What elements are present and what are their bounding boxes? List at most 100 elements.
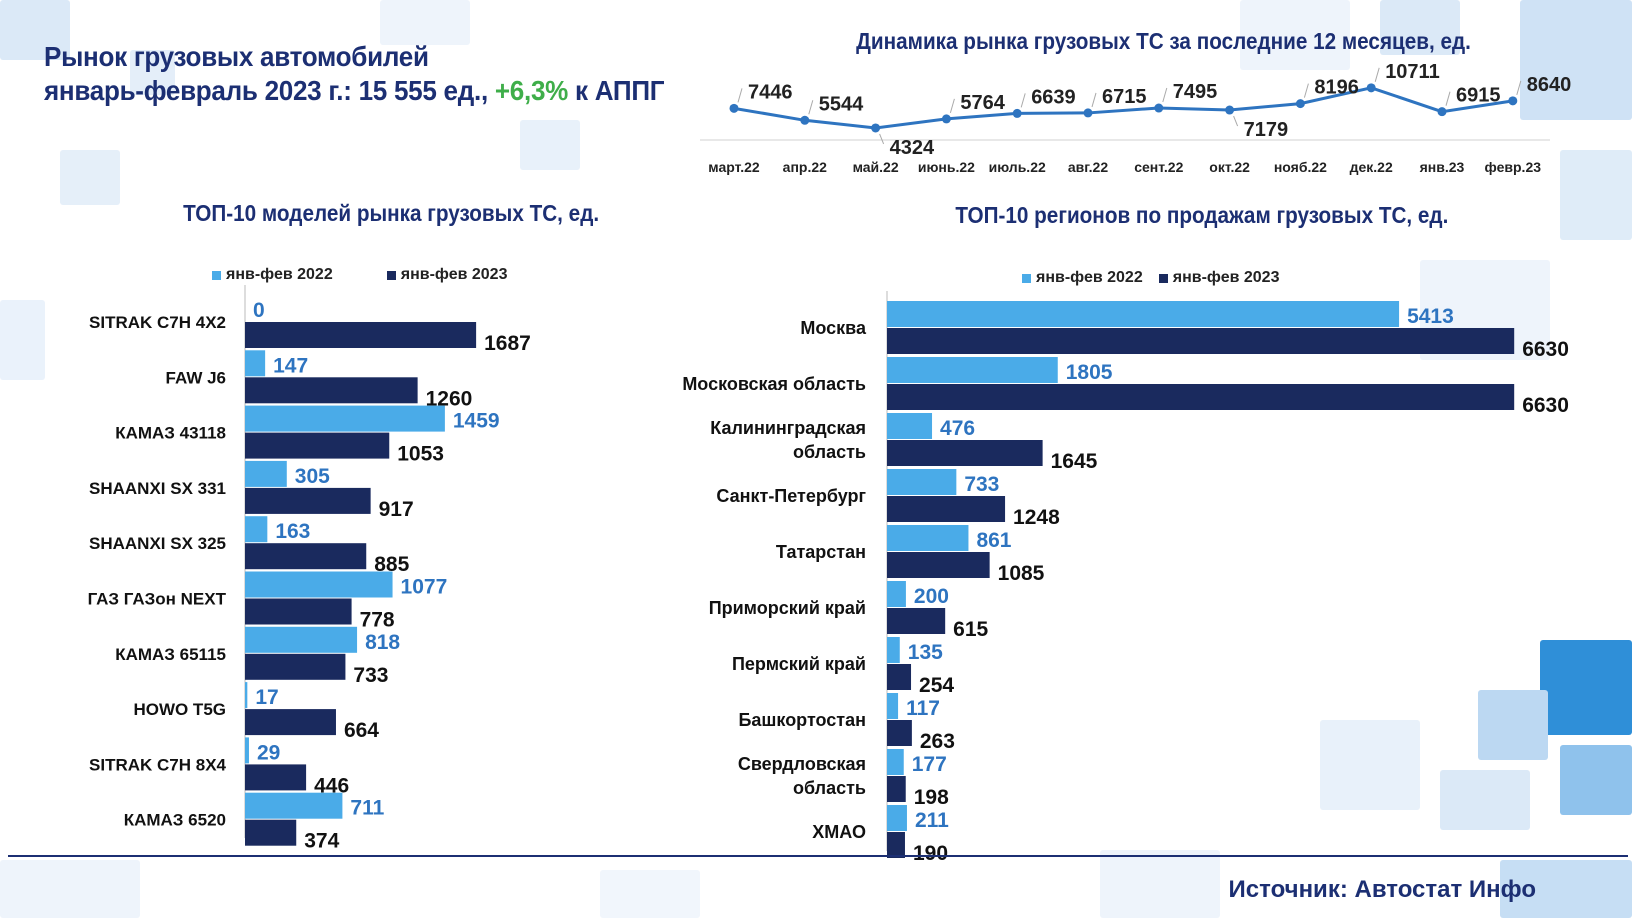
bar-2023	[887, 552, 990, 578]
bar-2022	[245, 571, 393, 598]
models-chart-title: ТОП-10 моделей рынка грузовых ТС, ед.	[183, 200, 600, 226]
data-label: 8640	[1527, 74, 1572, 96]
label-leader	[1091, 92, 1097, 108]
bar-2023	[887, 496, 1006, 522]
bar-2022	[887, 357, 1058, 383]
bar-2023-label: 664	[344, 719, 379, 742]
x-tick-label: апр.22	[783, 159, 827, 175]
category-label: Свердловская	[738, 754, 866, 774]
data-point	[1012, 108, 1022, 118]
category-label: ГАЗ ГАЗон NEXT	[88, 590, 227, 609]
bar-2023	[245, 819, 297, 846]
data-label: 4324	[890, 137, 935, 159]
bar-2023-label: 190	[913, 842, 948, 865]
bar-2023	[245, 598, 352, 625]
legend-swatch-2022	[1022, 273, 1031, 283]
bar-2023	[245, 543, 367, 570]
bar-2022-label: 177	[912, 753, 947, 776]
x-tick-label: февр.23	[1485, 159, 1542, 175]
label-leader	[1445, 91, 1451, 106]
bar-2022-label: 163	[275, 520, 310, 543]
data-label: 5544	[819, 93, 864, 115]
bar-2022	[887, 637, 900, 663]
bar-2023-label: 917	[379, 498, 414, 521]
label-leader	[1374, 67, 1380, 82]
bar-2022-label: 1077	[401, 576, 448, 599]
category-label: SITRAK C7H 8X4	[89, 755, 227, 774]
bar-2022-label: 135	[908, 641, 943, 664]
bar-2022-label: 0	[253, 299, 265, 322]
title-line-2: январь-февраль 2023 г.: 15 555 ед., +6,3…	[44, 74, 665, 108]
bar-2023-label: 1248	[1013, 506, 1060, 529]
bar-2023	[245, 764, 307, 791]
bar-2022-label: 733	[964, 473, 999, 496]
bar-2023	[245, 432, 390, 459]
models-bar-chart: 0 1687 SITRAK C7H 4X2 147 1260 FAW J6 1459 1053…	[88, 285, 531, 853]
regions-chart-title: ТОП-10 регионов по продажам грузовых ТС,…	[955, 202, 1449, 228]
title-summary: январь-февраль 2023 г.: 15 555 ед.,	[44, 75, 495, 106]
x-tick-label: май.22	[853, 159, 899, 175]
bar-2023	[887, 608, 946, 634]
line-chart-title: Динамика рынка грузовых ТС за последние …	[856, 28, 1471, 54]
legend-label-2023: янв-фев 2023	[1172, 269, 1280, 286]
bar-2022	[245, 792, 343, 819]
data-point	[729, 103, 739, 113]
bar-2022	[245, 682, 248, 709]
legend-label-2023: янв-фев 2023	[400, 266, 508, 283]
data-label: 6715	[1102, 86, 1147, 108]
data-label: 5764	[960, 92, 1005, 114]
data-point	[1225, 105, 1235, 115]
source-note: Источник: Автостат Инфо	[1228, 876, 1536, 903]
x-tick-label: авг.22	[1068, 159, 1108, 175]
bar-2023-label: 1687	[484, 332, 531, 355]
category-label: FAW J6	[166, 368, 226, 387]
label-leader	[808, 100, 814, 115]
bar-2023	[887, 384, 1515, 410]
x-tick-label: март.22	[708, 159, 760, 175]
bar-2023	[887, 776, 906, 802]
label-leader	[1162, 87, 1168, 103]
bar-2023-label: 1260	[426, 387, 473, 410]
x-tick-label: дек.22	[1350, 159, 1393, 175]
category-label: SITRAK C7H 4X2	[89, 313, 226, 332]
bar-2023-label: 254	[919, 674, 954, 697]
bar-2022	[245, 626, 358, 653]
category-label: Пермский край	[732, 654, 866, 674]
bar-2022-label: 861	[976, 529, 1011, 552]
bar-2022-label: 29	[257, 741, 280, 764]
legend-label-2022: янв-фев 2022	[1036, 269, 1143, 286]
bar-2023	[245, 322, 477, 348]
bar-2023-label: 1645	[1051, 450, 1098, 473]
bar-2023	[887, 440, 1043, 466]
category-label: область	[793, 778, 866, 798]
category-label: КАМАЗ 6520	[124, 811, 226, 830]
category-label: ХМАО	[812, 822, 866, 842]
data-point	[1295, 99, 1305, 109]
bar-2023-label: 733	[353, 664, 388, 687]
data-point	[1083, 108, 1093, 118]
label-leader	[949, 98, 955, 114]
series-line	[733, 86, 1514, 130]
data-label: 6639	[1031, 86, 1076, 108]
label-leader	[1303, 83, 1309, 98]
bar-2023	[887, 832, 905, 858]
category-label: HOWO T5G	[133, 700, 226, 719]
bar-2023-label: 1085	[998, 562, 1045, 585]
legend-label-2022: янв-фев 2022	[226, 266, 333, 283]
bar-2022	[245, 405, 445, 432]
category-label: Калининградская	[710, 418, 866, 438]
bar-2023	[245, 377, 418, 404]
bar-2022	[887, 805, 907, 831]
data-point	[800, 115, 810, 125]
bar-2023	[887, 664, 912, 690]
bar-2023-label: 615	[953, 618, 988, 641]
bar-2022	[887, 469, 957, 495]
data-point	[941, 114, 951, 124]
bar-2022	[887, 749, 904, 775]
bar-2022	[887, 525, 969, 551]
bar-2023-label: 1053	[397, 443, 444, 466]
bar-2023	[245, 653, 346, 680]
